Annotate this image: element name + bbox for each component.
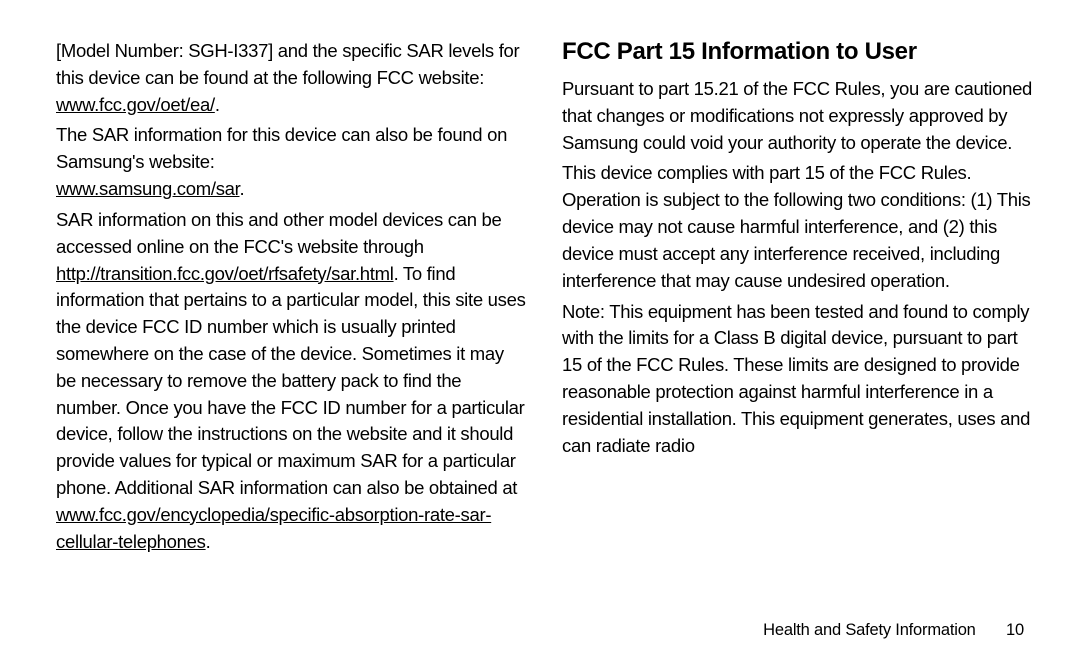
right-para-1: Pursuant to part 15.21 of the FCC Rules,… <box>562 76 1034 156</box>
left-para-1: [Model Number: SGH-I337] and the specifi… <box>56 38 528 118</box>
text: . To find information that pertains to a… <box>56 263 526 499</box>
footer-label: Health and Safety Information <box>763 621 976 639</box>
fcc-encyclopedia-link[interactable]: www.fcc.gov/encyclopedia/specific-absorp… <box>56 504 491 552</box>
two-column-layout: [Model Number: SGH-I337] and the specifi… <box>56 38 1034 557</box>
right-para-2: This device complies with part 15 of the… <box>562 160 1034 294</box>
text: The SAR information for this device can … <box>56 124 507 172</box>
right-para-3: Note: This equipment has been tested and… <box>562 299 1034 460</box>
text: . <box>215 94 220 115</box>
text: . <box>206 531 211 552</box>
page-footer: Health and Safety Information 10 <box>763 621 1024 640</box>
left-para-2: The SAR information for this device can … <box>56 122 528 202</box>
section-heading: FCC Part 15 Information to User <box>562 38 1034 66</box>
fcc-oet-link[interactable]: www.fcc.gov/oet/ea/ <box>56 94 215 115</box>
text: . <box>239 178 244 199</box>
fcc-transition-link[interactable]: http://transition.fcc.gov/oet/rfsafety/s… <box>56 263 394 284</box>
samsung-sar-link[interactable]: www.samsung.com/sar <box>56 178 239 199</box>
text: [Model Number: SGH-I337] and the specifi… <box>56 40 519 88</box>
page-number: 10 <box>1006 621 1024 639</box>
text: SAR information on this and other model … <box>56 209 502 257</box>
right-column: FCC Part 15 Information to User Pursuant… <box>562 38 1034 557</box>
left-para-3: SAR information on this and other model … <box>56 207 528 556</box>
left-column: [Model Number: SGH-I337] and the specifi… <box>56 38 528 557</box>
